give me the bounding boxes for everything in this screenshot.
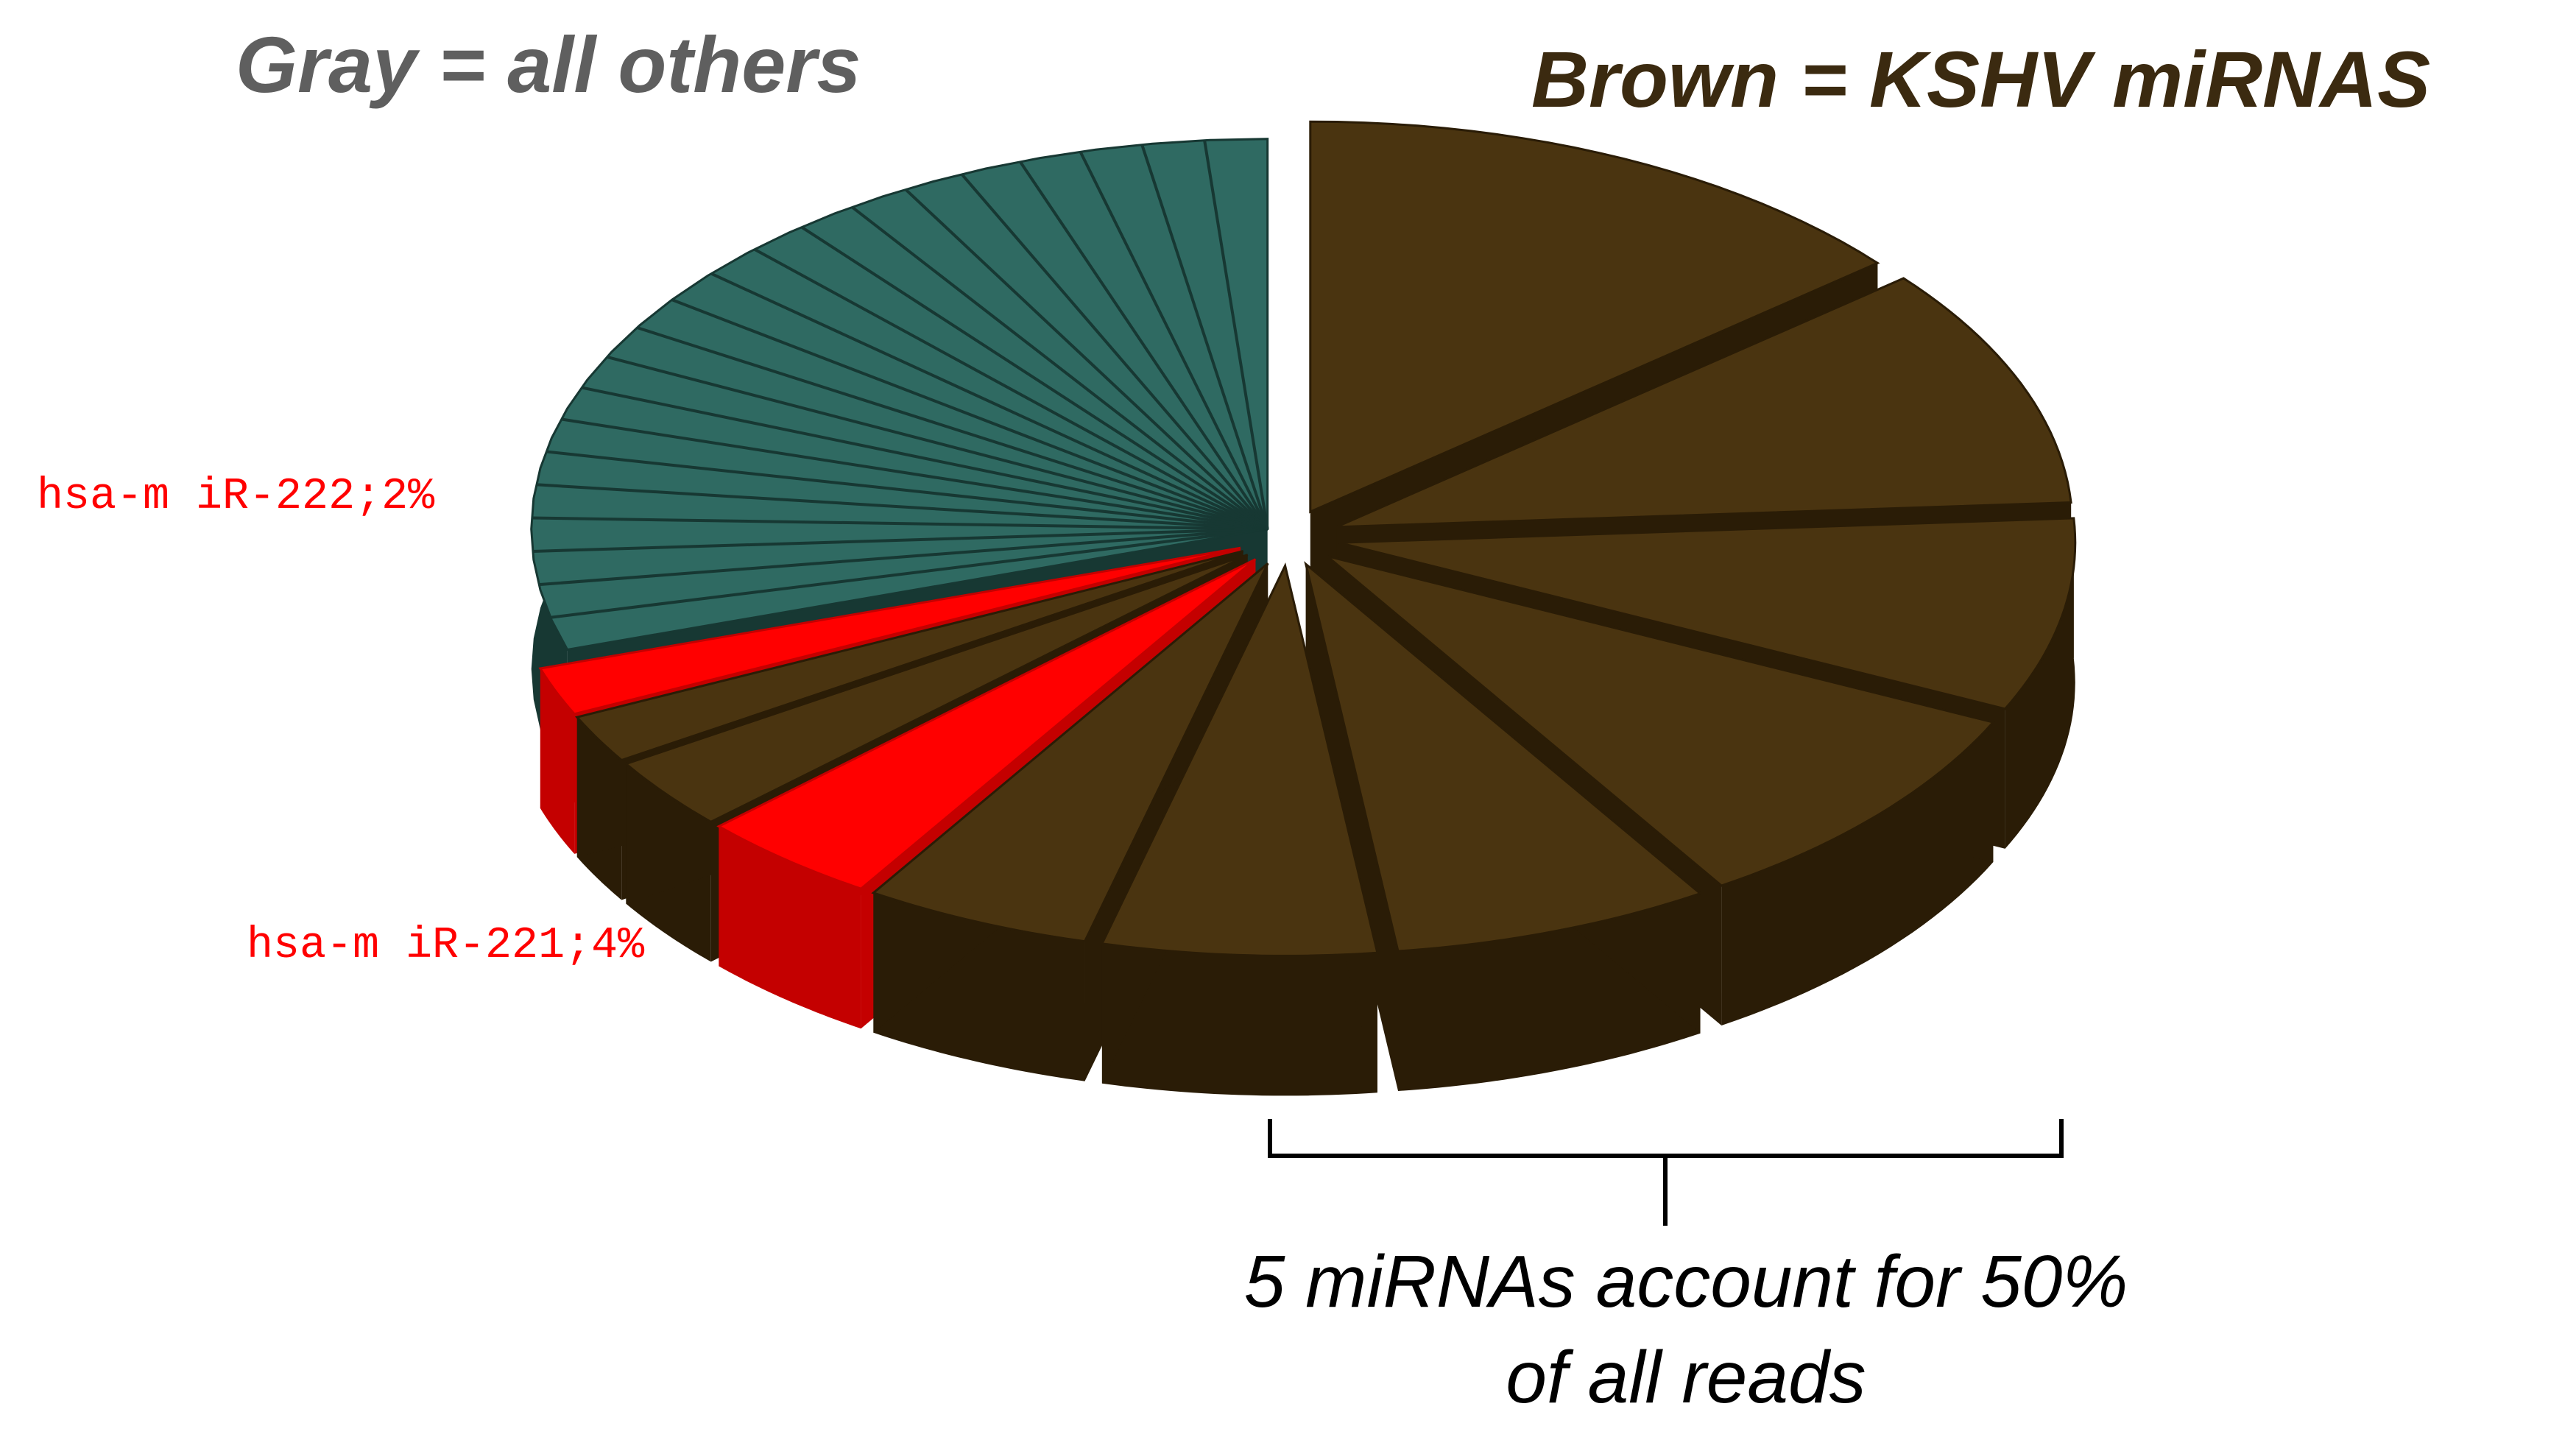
- others-divider: [1140, 144, 1269, 530]
- pie-slice-top: [574, 550, 1244, 762]
- pie-slice: [1100, 562, 1379, 1096]
- legend-gray-text: Gray = all others: [236, 20, 861, 109]
- pie-slice-top: [716, 558, 1257, 890]
- pie-slice-top: [538, 546, 1241, 716]
- pie-slice-side: [1101, 943, 1377, 1096]
- pie-slice-top: [871, 562, 1269, 943]
- others-divider: [546, 450, 1268, 531]
- slice-label-hsa-mir-221: hsa-m iR-221;4%: [247, 921, 645, 971]
- others-divider: [532, 527, 1268, 553]
- others-divider: [581, 386, 1268, 531]
- legend-brown-text: Brown = KSHV miRNAS: [1531, 35, 2430, 124]
- others-divider: [536, 483, 1268, 531]
- others-divider: [550, 527, 1268, 619]
- others-divider: [904, 188, 1269, 531]
- others-divider: [710, 272, 1268, 531]
- others-divider: [538, 527, 1268, 587]
- pie-slices: [530, 120, 2077, 1096]
- others-divider: [753, 247, 1268, 531]
- pie-slice-top: [624, 554, 1249, 824]
- pie-slice-top: [1338, 517, 2077, 710]
- others-divider: [560, 417, 1268, 531]
- others-divider: [532, 516, 1268, 531]
- pie-slice-top: [1326, 555, 1996, 887]
- annotation-line-1: 5 miRNAs account for 50%: [1244, 1240, 2128, 1323]
- others-divider: [960, 173, 1269, 530]
- pie-slice-top: [1100, 562, 1379, 957]
- others-divider: [1203, 140, 1269, 530]
- slice-label-hsa-mir-222: hsa-m iR-222;2%: [37, 472, 435, 522]
- pie-slice-top: [1304, 561, 1703, 953]
- others-divider: [851, 205, 1268, 531]
- others-divider: [800, 225, 1268, 531]
- others-divider: [636, 326, 1268, 531]
- pie-slice-top: [1335, 277, 2072, 529]
- annotation-line-2: of all reads: [1506, 1336, 1866, 1419]
- pie-slice-side: [2005, 518, 2075, 849]
- pie-slice-top: [1309, 120, 1880, 514]
- others-divider: [606, 355, 1268, 531]
- bracket: [1268, 1119, 2064, 1226]
- others-divider: [671, 298, 1268, 531]
- others-divider: [1018, 160, 1269, 530]
- others-divider: [1079, 151, 1269, 530]
